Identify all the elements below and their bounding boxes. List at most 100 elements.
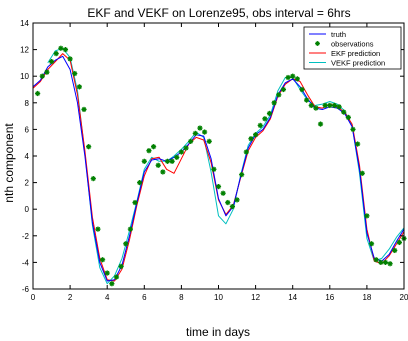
- observation-point: [331, 102, 338, 109]
- observation-point: [86, 144, 92, 150]
- y-axis-label: nth component: [2, 123, 16, 203]
- observation-point: [373, 257, 379, 263]
- observation-point: [285, 74, 291, 81]
- observation-point: [123, 241, 129, 247]
- y-tick-label: -2: [22, 232, 30, 241]
- observation-point: [290, 73, 296, 79]
- observation-point: [280, 86, 287, 93]
- observation-point: [137, 180, 143, 186]
- observation-point: [387, 261, 393, 267]
- observation-point: [392, 247, 398, 254]
- observation-point: [304, 97, 310, 103]
- observation-point: [62, 47, 69, 53]
- observation-point: [355, 141, 361, 147]
- y-tick-label: -4: [22, 258, 30, 267]
- observation-point: [215, 183, 222, 190]
- observation-point: [299, 86, 305, 93]
- x-tick-label: 12: [251, 293, 260, 302]
- observation-point: [127, 226, 133, 232]
- observation-point: [271, 100, 277, 106]
- legend-label-ekf-prediction: EKF prediction: [331, 49, 380, 58]
- y-tick-label: 4: [25, 152, 30, 161]
- observation-point: [378, 259, 384, 265]
- observation-point: [396, 239, 402, 246]
- observation-point: [113, 274, 120, 280]
- observation-point: [317, 121, 324, 127]
- observation-point: [197, 125, 203, 131]
- observation-point: [239, 172, 245, 178]
- observation-point: [174, 154, 180, 160]
- observation-point: [276, 92, 282, 98]
- observation-point: [76, 84, 82, 90]
- x-tick-label: 16: [325, 293, 334, 302]
- observation-point: [322, 102, 328, 109]
- observation-point: [183, 145, 189, 151]
- observation-point: [95, 226, 101, 232]
- observation-point: [211, 166, 217, 172]
- observation-point: [350, 126, 356, 132]
- x-tick-label: 10: [214, 293, 223, 302]
- observation-point: [359, 170, 365, 176]
- observation-point: [67, 56, 73, 62]
- observation-point: [48, 58, 55, 65]
- observation-point: [257, 122, 263, 129]
- y-tick-label: 10: [20, 72, 29, 81]
- y-tick-label: 12: [20, 46, 29, 55]
- observation-point: [192, 130, 198, 136]
- observation-point: [368, 241, 375, 247]
- observation-point: [243, 149, 249, 155]
- y-tick-label: 6: [25, 125, 30, 134]
- x-tick-label: 20: [400, 293, 408, 302]
- x-tick-label: 18: [362, 293, 371, 302]
- observation-point: [141, 158, 147, 164]
- observation-point: [81, 106, 87, 113]
- y-tick-label: 14: [20, 19, 29, 28]
- observation-point: [345, 114, 351, 121]
- observation-point: [336, 104, 342, 110]
- observation-point: [35, 90, 41, 97]
- legend-swatch-observations: [315, 41, 320, 46]
- observation-point: [109, 281, 115, 287]
- observation-point: [294, 76, 300, 82]
- legend-label-observations: observations: [331, 40, 374, 49]
- observation-point: [364, 213, 370, 219]
- observation-point: [229, 203, 236, 210]
- observation-point: [155, 162, 161, 168]
- x-tick-label: 4: [105, 293, 110, 302]
- y-tick-label: 2: [25, 179, 30, 188]
- x-tick-label: 0: [31, 293, 36, 302]
- observation-point: [44, 69, 50, 75]
- legend-label-vekf-prediction: VEKF prediction: [331, 59, 385, 68]
- observation-point: [253, 132, 259, 138]
- observation-point: [99, 257, 106, 263]
- observation-point: [327, 102, 333, 109]
- observation-point: [341, 109, 347, 115]
- observation-point: [308, 102, 314, 109]
- observation-point: [266, 110, 273, 117]
- observation-point: [72, 70, 78, 77]
- observation-point: [58, 45, 64, 51]
- observation-point: [234, 197, 240, 203]
- observation-point: [262, 116, 268, 122]
- x-tick-label: 2: [68, 293, 73, 302]
- observation-point: [132, 199, 138, 206]
- plot-area: [32, 45, 407, 287]
- x-tick-label: 8: [179, 293, 184, 302]
- observation-point: [164, 158, 171, 164]
- observation-point: [313, 105, 319, 111]
- x-axis-label: time in days: [186, 325, 250, 339]
- observation-point: [104, 270, 110, 276]
- observation-point: [160, 169, 166, 175]
- y-tick-label: 8: [25, 99, 30, 108]
- observation-point: [220, 190, 226, 196]
- x-tick-label: 14: [288, 293, 297, 302]
- observation-point: [146, 148, 152, 154]
- observation-point: [225, 199, 231, 206]
- observation-point: [178, 149, 184, 155]
- observation-point: [53, 50, 59, 57]
- observation-point: [188, 138, 194, 144]
- observation-point: [169, 158, 175, 164]
